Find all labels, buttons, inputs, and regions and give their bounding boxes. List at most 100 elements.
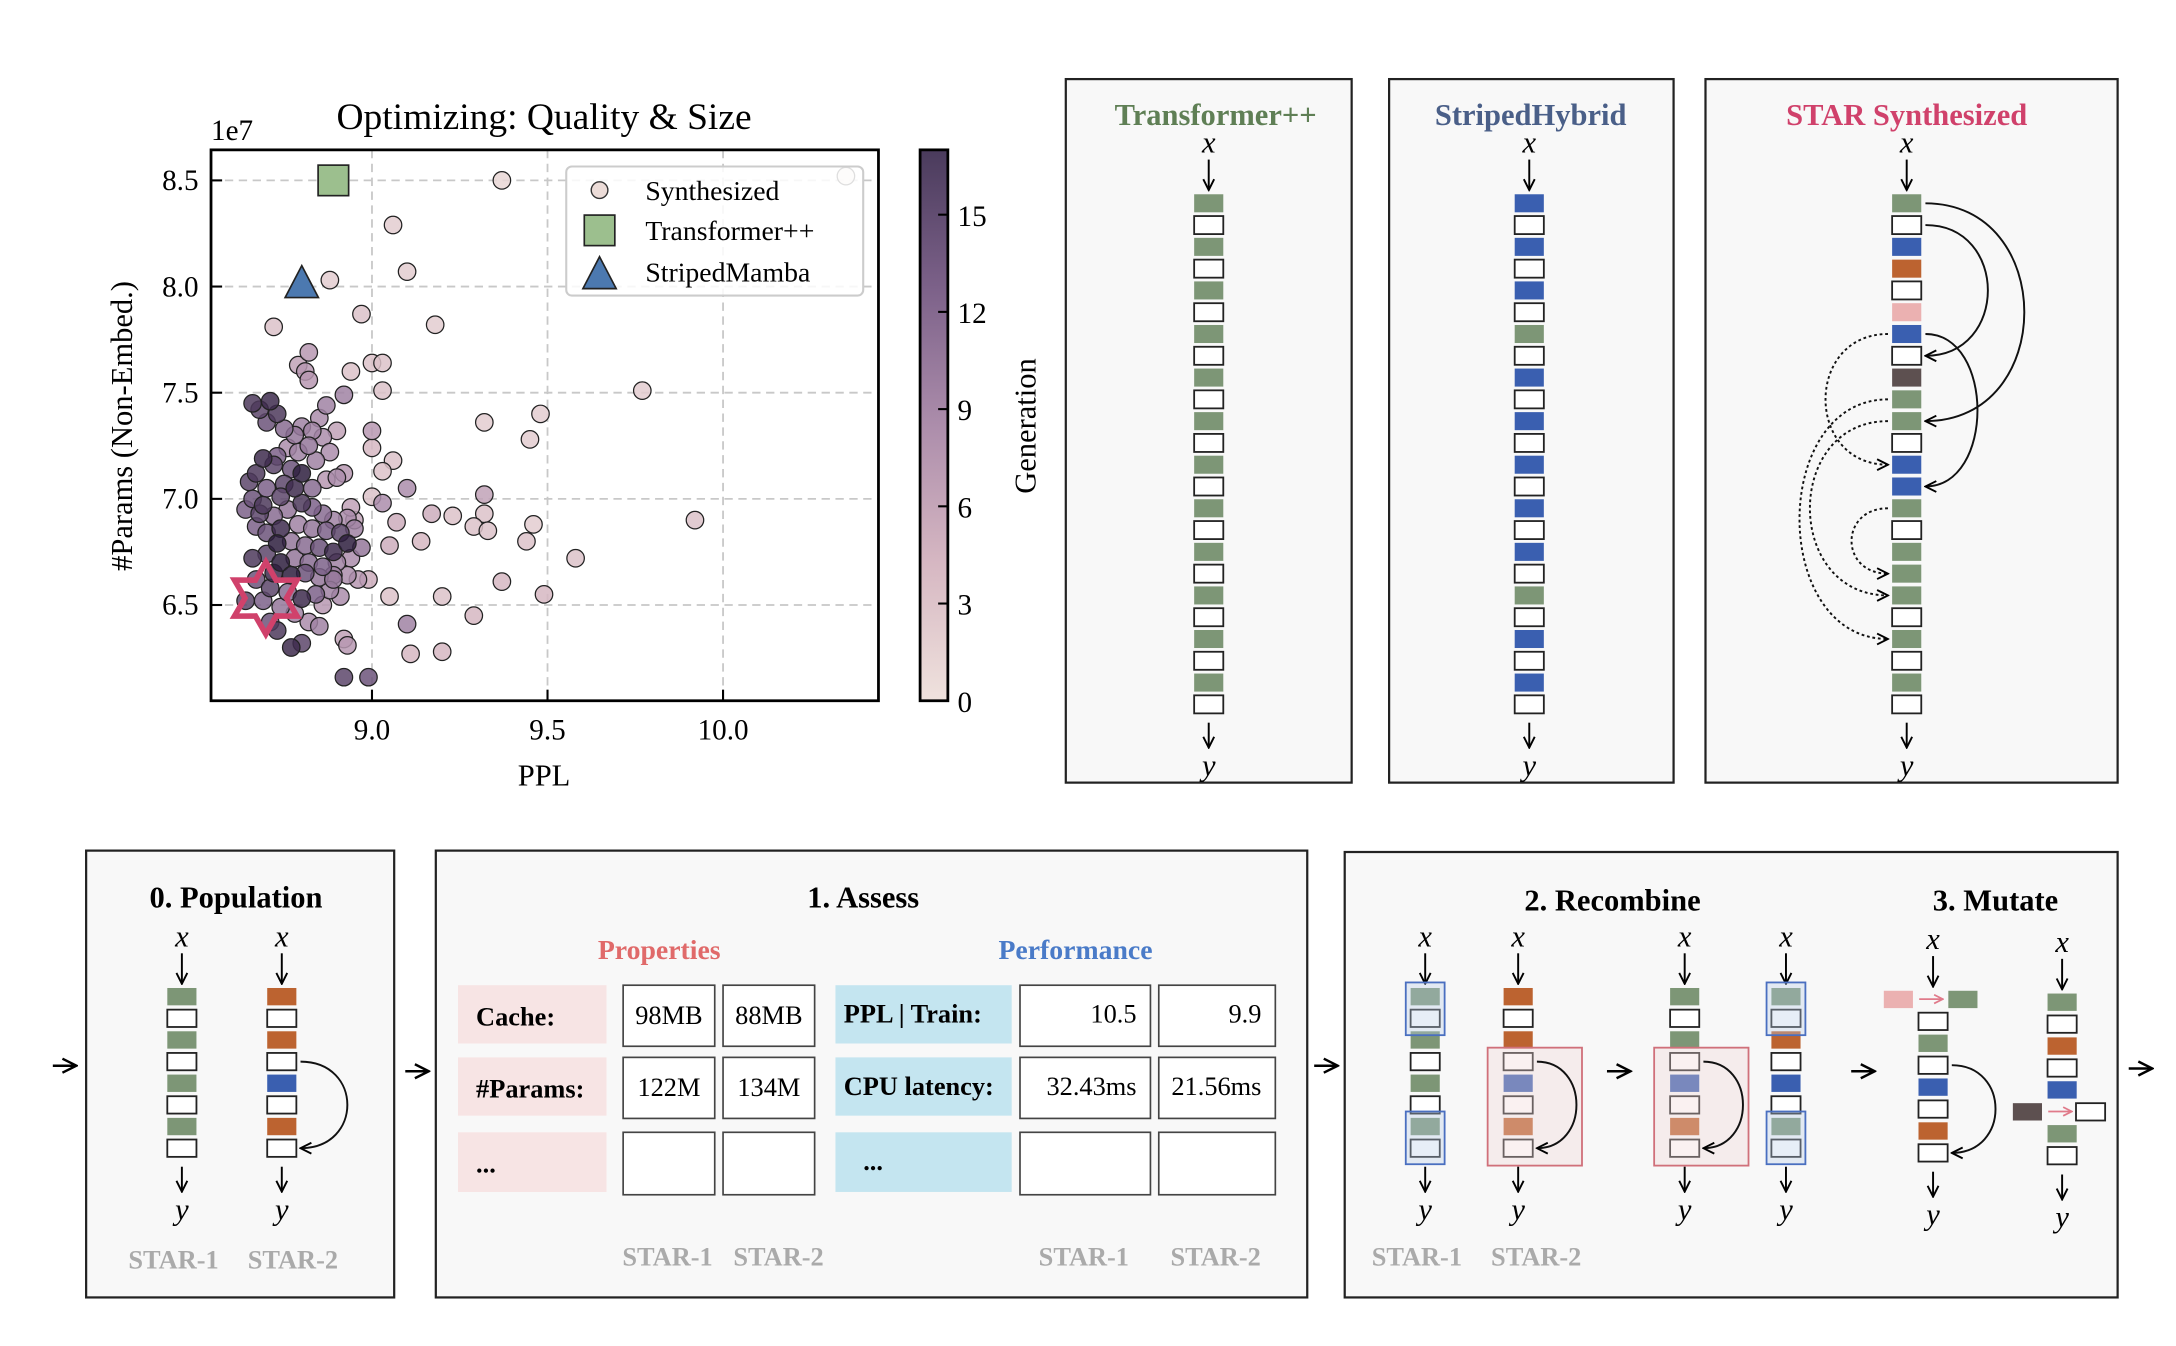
data-point-synthesized (320, 442, 340, 462)
operator-block (1409, 1008, 1441, 1028)
data-point-synthesized (520, 430, 540, 449)
operator-block (1194, 281, 1224, 300)
data-point-synthesized (302, 478, 322, 498)
operator-block (1513, 650, 1545, 671)
data-point-synthesized (362, 421, 382, 441)
operator-block (1771, 987, 1801, 1006)
operator-block (1194, 542, 1224, 561)
performance-value: 21.56ms (1171, 1072, 1261, 1101)
connection-arc (1537, 1060, 1578, 1149)
operator-block (2047, 993, 2077, 1011)
output-y-label: y (172, 1192, 189, 1226)
operator-block (1194, 673, 1224, 692)
connection-arc (1703, 1060, 1744, 1149)
output-y-label: y (2052, 1200, 2069, 1234)
operator-block (2047, 1037, 2077, 1055)
operator-block (1513, 258, 1545, 279)
y-tick-label: 7.0 (162, 484, 198, 516)
legend-label: Transformer++ (645, 216, 814, 247)
operator-block (1670, 1031, 1700, 1049)
operator-block (1918, 1034, 1948, 1052)
colorbar-tick-label: 0 (958, 687, 973, 719)
property-value-cell (722, 1056, 816, 1120)
property-value-cell (622, 1056, 716, 1120)
performance-value-cell (1019, 1056, 1152, 1120)
operator-block (1892, 368, 1922, 387)
data-point-synthesized (260, 391, 280, 411)
performance-label: ... (863, 1147, 883, 1176)
assess-table: Properties Performance Cache: 98MB 88MB #Pa… (458, 935, 1277, 1272)
operator-block (1892, 324, 1922, 344)
legend-marker-synthesized (590, 181, 609, 200)
data-point-synthesized (341, 362, 361, 381)
operator-block (1193, 650, 1225, 671)
performance-label: CPU latency: (844, 1072, 994, 1101)
y-tick-label: 8.5 (162, 165, 198, 197)
operator-block (1670, 1074, 1700, 1092)
axis-ticks: 9.0 9.5 10.0 6.5 7.0 7.5 8.0 8.5 (162, 165, 748, 747)
operator-block (1194, 194, 1224, 213)
operator-block (1918, 1078, 1948, 1096)
operator-block (1513, 563, 1545, 584)
data-point-synthesized (517, 531, 536, 551)
property-value-cell (722, 1131, 816, 1196)
data-point-synthesized (411, 531, 431, 551)
operator-block (167, 1117, 197, 1136)
data-point-synthesized (320, 270, 340, 290)
output-y-label: y (1415, 1192, 1432, 1226)
data-point-synthesized (387, 512, 406, 532)
input-x-label: x (1417, 919, 1432, 953)
star-icon (229, 556, 302, 640)
crossover-highlight (1486, 1046, 1583, 1167)
dotted-connection-arc (1808, 420, 1888, 595)
legend-marker-stripedmamba (581, 254, 618, 290)
operator-block (1514, 455, 1544, 474)
performance-value-cell (1157, 1056, 1277, 1120)
data-point-synthesized (534, 585, 554, 604)
data-point-synthesized (313, 557, 333, 577)
operator-block (1514, 281, 1544, 300)
assess-col-label: STAR-2 (733, 1243, 823, 1272)
operator-block (166, 1052, 198, 1072)
colorbar-tick-label: 3 (958, 590, 973, 622)
operator-block (1502, 1138, 1534, 1158)
y-tick-label: 6.5 (162, 590, 198, 622)
data-point-synthesized (380, 536, 399, 555)
operator-block (2047, 1081, 2077, 1099)
data-point-synthesized (464, 606, 484, 625)
panel-recombine-mutate (1343, 850, 2119, 1299)
operator-block (1410, 987, 1440, 1006)
operator-block (1891, 607, 1923, 628)
data-point-synthesized (373, 493, 392, 513)
crossover-highlight (1404, 981, 1446, 1037)
output-y-label: y (1923, 1197, 1940, 1231)
x-tick-label: 9.0 (354, 715, 390, 747)
operator-block (1892, 477, 1922, 496)
operator-block (1669, 1008, 1701, 1028)
data-point-synthesized (292, 589, 312, 609)
legend-label: StripedMamba (645, 258, 810, 289)
performance-value-cell (1019, 1131, 1152, 1196)
operator-block (1917, 1099, 1949, 1119)
data-point-synthesized (443, 506, 463, 526)
data-point-synthesized (264, 317, 284, 337)
arch-column-transformer: xy (1193, 126, 1225, 782)
property-label: ... (476, 1150, 496, 1179)
data-point-synthesized (425, 315, 445, 335)
data-point-synthesized (362, 438, 382, 458)
operator-block (1892, 412, 1922, 431)
operator-block (2012, 1103, 2042, 1121)
mutate-column-1: xy (1883, 922, 1949, 1231)
property-value: 134M (737, 1073, 800, 1102)
mutated-block (2075, 1102, 2107, 1122)
dotted-connection-arc (1850, 507, 1888, 573)
input-x-label: x (274, 919, 289, 953)
assess-col-label: STAR-2 (1170, 1243, 1260, 1272)
property-label-cell (458, 1132, 607, 1192)
operator-block (1194, 412, 1224, 431)
output-y-label: y (1675, 1192, 1692, 1226)
operator-block (1194, 629, 1224, 649)
property-value: 122M (637, 1073, 700, 1102)
data-point-synthesized (531, 404, 550, 424)
data-point-synthesized (492, 572, 512, 592)
